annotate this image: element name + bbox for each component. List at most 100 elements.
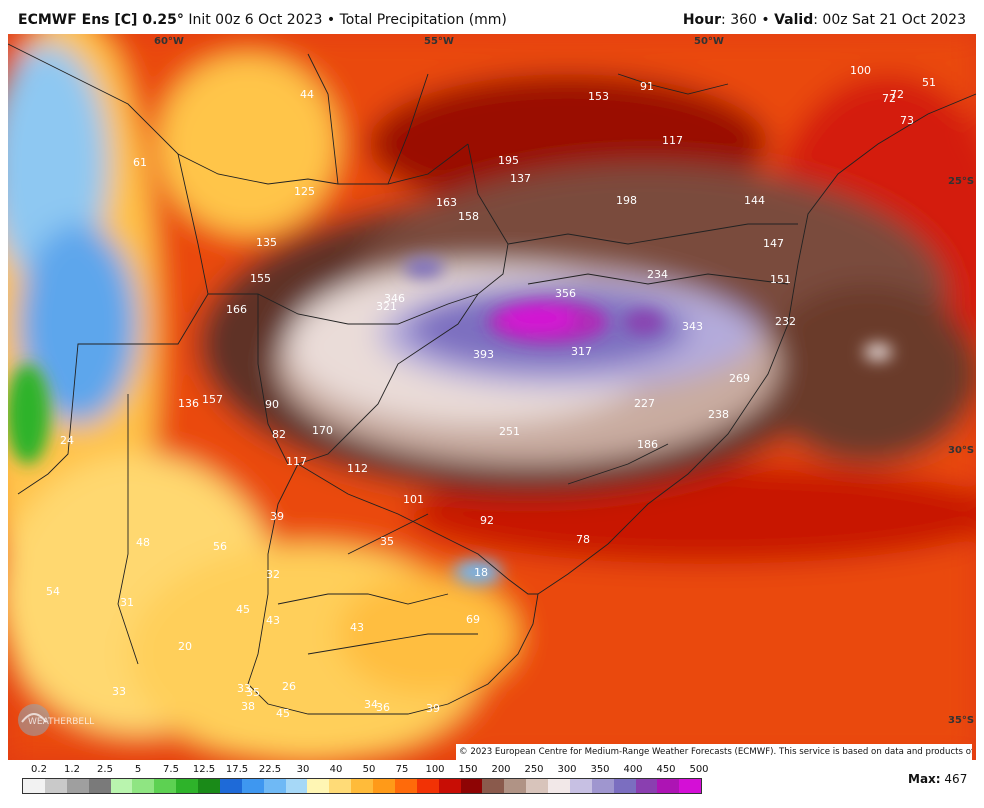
max-value: 467 (944, 772, 968, 786)
separator-dot-2: • (761, 12, 770, 28)
colorbar-tick-1: 1.2 (64, 764, 80, 775)
weatherbell-logo: WEATHERBELL (12, 700, 96, 740)
station-value-60: 33 (237, 682, 251, 695)
colorbar-swatch-19 (438, 779, 461, 793)
field-name: Total Precipitation (mm) (339, 12, 507, 28)
colorbar-swatch-2 (66, 779, 89, 793)
colorbar-swatch-24 (548, 779, 570, 793)
station-value-2: 91 (640, 80, 654, 93)
colorbar-swatch-26 (591, 779, 614, 793)
station-value-47: 56 (213, 540, 227, 553)
station-value-55: 43 (266, 614, 280, 627)
station-value-52: 54 (46, 585, 60, 598)
precip-core (8, 258, 892, 584)
colorbar-tick-7: 22.5 (258, 764, 282, 775)
colorbar-swatch-30 (679, 779, 702, 793)
station-value-14: 158 (458, 210, 479, 223)
colorbar-tick-0: 0.2 (31, 764, 47, 775)
station-value-66: 36 (376, 701, 390, 714)
colorbar-swatches (22, 778, 702, 794)
station-value-58: 20 (178, 640, 192, 653)
station-value-46: 48 (136, 536, 150, 549)
station-value-29: 317 (571, 345, 592, 358)
colorbar-swatch-0 (23, 779, 45, 793)
colorbar-swatch-28 (635, 779, 658, 793)
header-valid: Hour: 360 • Valid: 00z Sat 21 Oct 2023 (682, 12, 966, 28)
max-label: Max (908, 772, 936, 786)
colorbar-tick-14: 200 (491, 764, 511, 775)
station-value-39: 186 (637, 438, 658, 451)
colorbar-swatch-12 (285, 779, 308, 793)
station-value-12: 125 (294, 185, 315, 198)
colorbar-tick-6: 17.5 (225, 764, 249, 775)
station-value-9: 195 (498, 154, 519, 167)
lon-55w-label: 55°W (424, 36, 454, 47)
colorbar-swatch-11 (263, 779, 286, 793)
station-value-43: 101 (403, 493, 424, 506)
colorbar-tick-8: 30 (296, 764, 310, 775)
colorbar-swatch-4 (110, 779, 133, 793)
station-value-38: 251 (499, 425, 520, 438)
colorbar-swatch-1 (44, 779, 67, 793)
station-value-24: 321 (376, 300, 397, 313)
colorbar-tick-11: 75 (395, 764, 409, 775)
colorbar-legend: 0.2 1.2 2.5 5 7.5 12.5 17.5 22.5 30 40 50 75 100 150 2… (22, 764, 709, 808)
station-value-23: 346 (384, 292, 405, 305)
station-value-56: 43 (350, 621, 364, 634)
colorbar-tick-2: 2.5 (97, 764, 113, 775)
hour-label: Hour (682, 12, 722, 28)
colorbar-swatch-25 (569, 779, 592, 793)
max-value-readout: Max: 467 (908, 772, 968, 786)
colorbar-tick-13: 150 (458, 764, 478, 775)
station-value-22: 166 (226, 303, 247, 316)
colorbar-swatch-22 (504, 779, 527, 793)
colorbar-ticks: 0.2 1.2 2.5 5 7.5 12.5 17.5 22.5 30 40 50 75 100 150 2… (22, 764, 709, 778)
degree-mark: ° (176, 12, 184, 28)
colorbar-tick-5: 12.5 (192, 764, 216, 775)
copyright-notice: © 2023 European Centre for Medium-Range … (456, 744, 972, 760)
station-value-0: 44 (300, 88, 314, 101)
hour-value: 360 (730, 12, 757, 28)
colorbar-tick-18: 400 (623, 764, 643, 775)
separator-dot: • (326, 12, 336, 28)
station-value-51: 18 (474, 566, 488, 579)
station-value-15: 198 (616, 194, 637, 207)
colorbar-swatch-7 (176, 779, 198, 793)
station-value-6: 51 (922, 76, 936, 89)
colorbar-tick-4: 7.5 (163, 764, 179, 775)
colorbar-swatch-16 (373, 779, 395, 793)
station-value-17: 135 (256, 236, 277, 249)
station-value-19: 155 (250, 272, 271, 285)
colorbar-swatch-20 (460, 779, 483, 793)
logo-text: WEATHERBELL (28, 717, 94, 727)
station-value-50: 32 (266, 568, 280, 581)
colorbar-swatch-5 (132, 779, 155, 793)
colorbar-swatch-3 (88, 779, 111, 793)
colorbar-swatch-27 (613, 779, 636, 793)
colorbar-swatch-13 (307, 779, 330, 793)
station-value-11: 117 (662, 134, 683, 147)
station-value-44: 92 (480, 514, 494, 527)
station-value-35: 238 (708, 408, 729, 421)
colorbar-tick-9: 40 (329, 764, 343, 775)
borders (8, 43, 976, 715)
colorbar-swatch-6 (154, 779, 177, 793)
station-value-7: 73 (900, 114, 914, 127)
station-value-16: 144 (744, 194, 765, 207)
init-time: Init 00z 6 Oct 2023 (188, 12, 323, 28)
colorbar-swatch-21 (482, 779, 505, 793)
station-value-59: 33 (112, 685, 126, 698)
station-value-36: 82 (272, 428, 286, 441)
station-value-45: 39 (270, 510, 284, 523)
precip-field (8, 34, 976, 760)
station-value-8: 61 (133, 156, 147, 169)
colorbar-swatch-18 (416, 779, 439, 793)
station-value-1: 153 (588, 90, 609, 103)
station-value-20: 234 (647, 268, 668, 281)
colorbar-swatch-15 (351, 779, 373, 793)
station-value-53: 31 (120, 596, 134, 609)
station-value-33: 90 (265, 398, 279, 411)
station-value-40: 24 (60, 434, 74, 447)
station-value-18: 147 (763, 237, 784, 250)
